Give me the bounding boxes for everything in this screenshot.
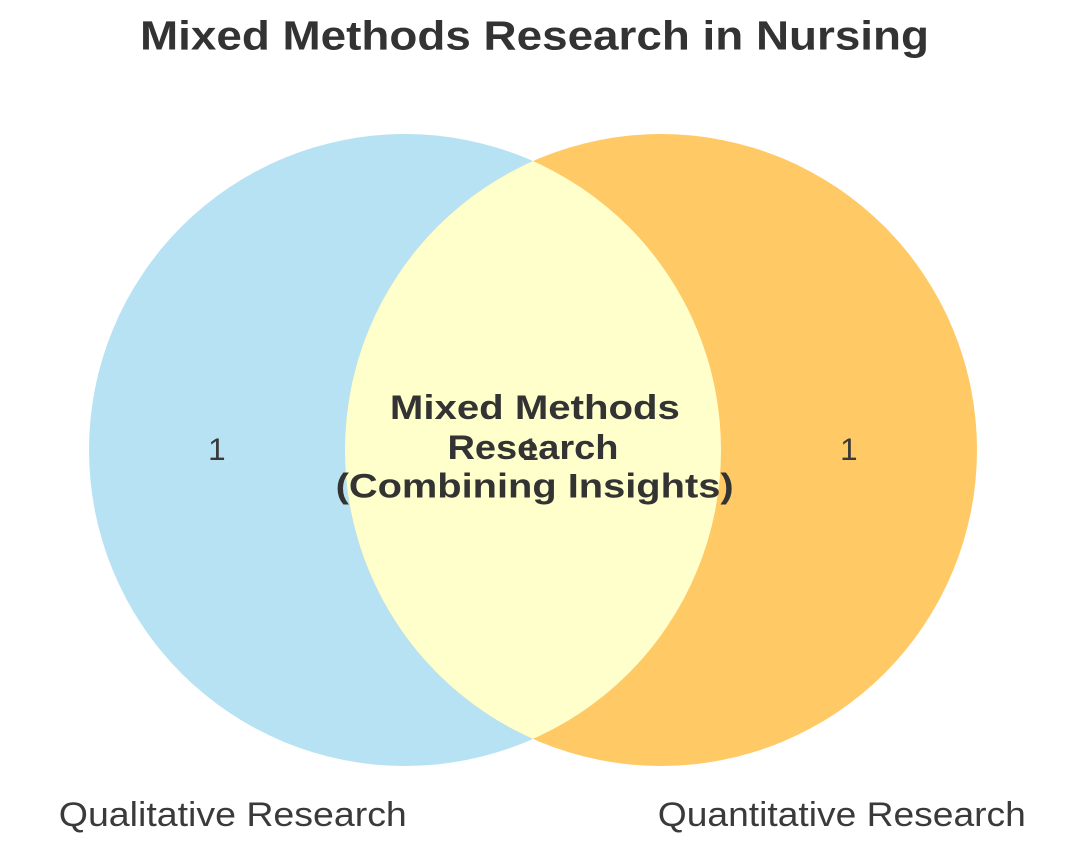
svg-text:Mixed Methods: Mixed Methods: [390, 389, 680, 427]
svg-text:1: 1: [840, 432, 857, 467]
svg-text:Qualitative Research: Qualitative Research: [59, 796, 407, 834]
svg-text:Mixed Methods Research in Nurs: Mixed Methods Research in Nursing: [140, 13, 929, 59]
svg-text:Quantitative Research: Quantitative Research: [658, 796, 1026, 834]
svg-text:1: 1: [522, 432, 539, 467]
svg-text:Research: Research: [448, 429, 619, 467]
svg-text:1: 1: [208, 432, 225, 467]
svg-text:(Combining Insights): (Combining Insights): [336, 468, 734, 506]
